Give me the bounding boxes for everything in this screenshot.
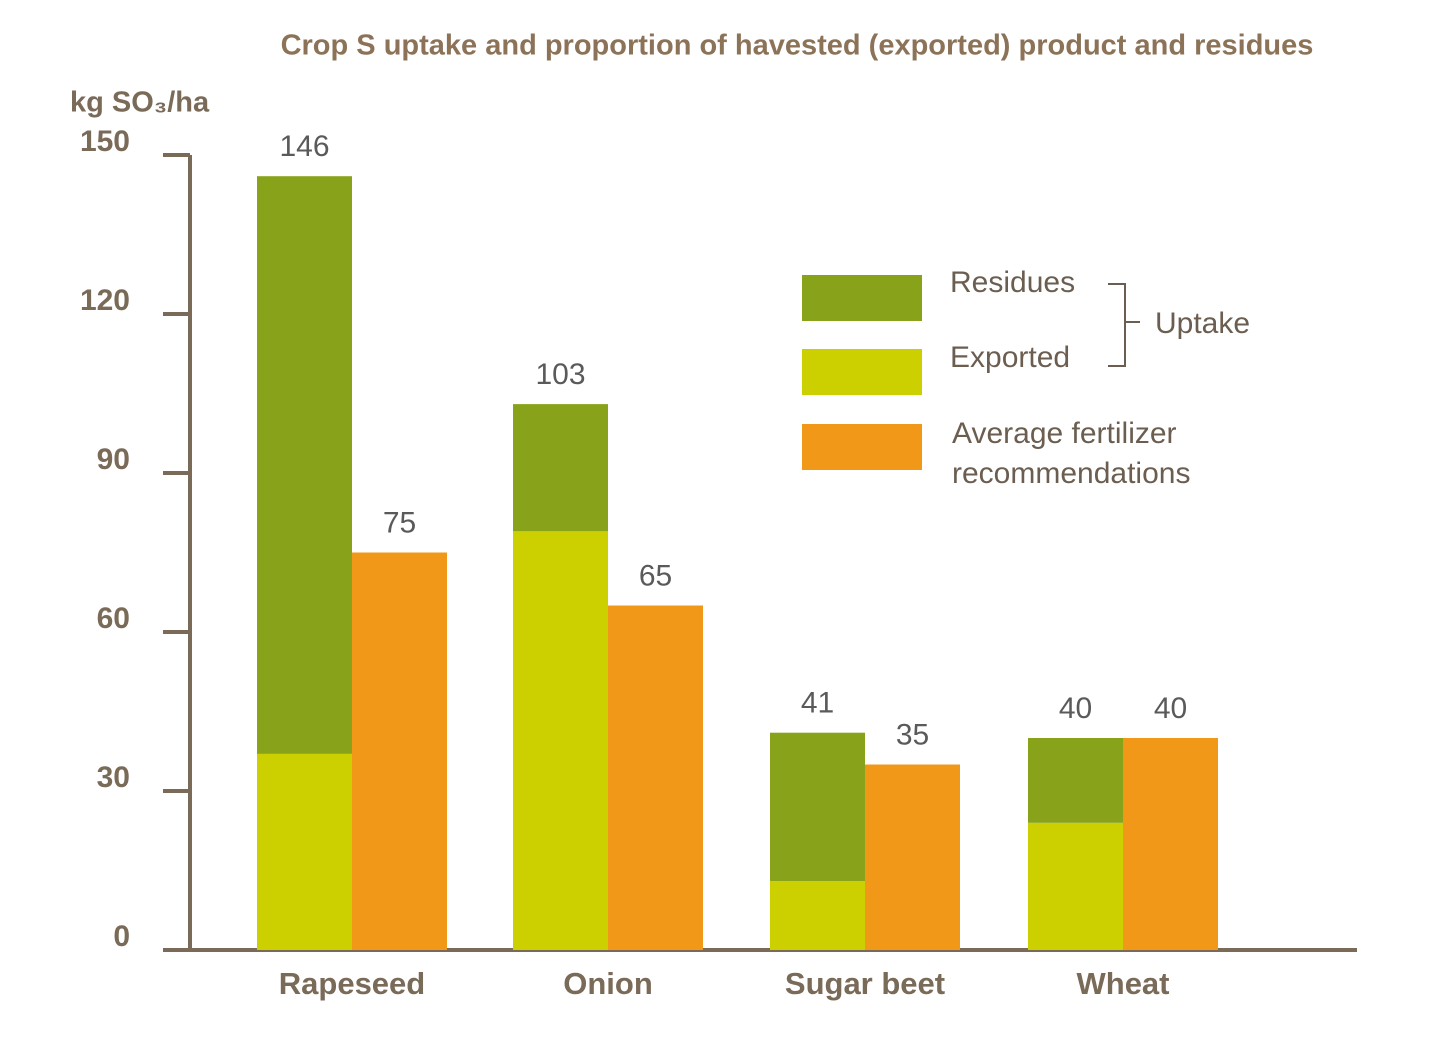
legend-label: Residues <box>950 266 1075 299</box>
bar <box>1123 738 1218 950</box>
y-tick-label: 30 <box>97 761 130 794</box>
legend-group-label: Uptake <box>1155 307 1250 340</box>
total-label: 103 <box>535 358 585 391</box>
y-tick-label: 120 <box>80 284 130 317</box>
x-tick-label: Rapeseed <box>279 966 425 1001</box>
x-tick-label: Sugar beet <box>785 966 945 1001</box>
value-label: 65 <box>639 559 672 592</box>
legend-swatch <box>802 275 922 321</box>
bar <box>608 605 703 950</box>
total-label: 40 <box>1059 692 1092 725</box>
legend-label: Average fertilizer recommendations <box>952 417 1191 490</box>
bar-segment <box>513 531 608 950</box>
legend-swatch <box>802 349 922 395</box>
bar-segment <box>513 404 608 532</box>
bar <box>865 764 960 950</box>
x-tick-label: Onion <box>563 966 653 1001</box>
bar-segment <box>257 176 352 754</box>
value-label: 40 <box>1154 692 1187 725</box>
bar-segment <box>257 753 352 950</box>
bar-segment <box>770 881 865 950</box>
legend-label: Exported <box>950 341 1070 374</box>
value-label: 75 <box>383 506 416 539</box>
total-label: 41 <box>801 687 834 720</box>
bar-segment <box>1028 822 1123 950</box>
legend-brace <box>1108 283 1140 367</box>
y-tick-label: 150 <box>80 125 130 158</box>
y-tick-label: 0 <box>113 920 130 953</box>
bar <box>352 552 447 950</box>
total-label: 146 <box>279 130 329 163</box>
bar-segment <box>1028 738 1123 823</box>
bar-segment <box>770 732 865 882</box>
y-tick-label: 90 <box>97 443 130 476</box>
y-axis-label: kg SO₃/ha <box>70 87 210 119</box>
x-tick-label: Wheat <box>1077 966 1170 1001</box>
legend-swatch <box>802 424 922 470</box>
chart-title: Crop S uptake and proportion of havested… <box>281 30 1314 62</box>
y-tick-label: 60 <box>97 602 130 635</box>
legend-text-box: Average fertilizer recommendations <box>952 417 1191 490</box>
value-label: 35 <box>896 718 929 751</box>
